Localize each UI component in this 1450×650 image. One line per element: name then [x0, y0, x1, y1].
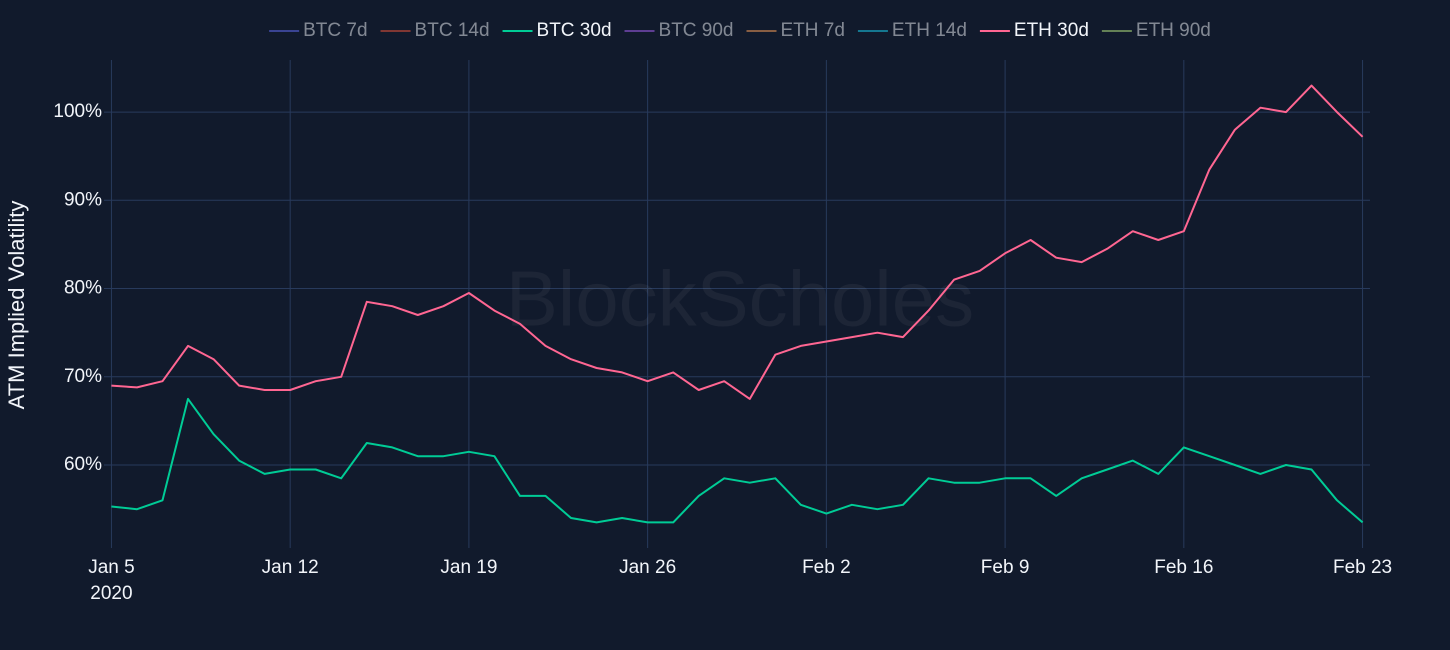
y-tick-label: 70%	[64, 366, 102, 387]
legend-item[interactable]: BTC 7d	[269, 20, 368, 41]
x-tick-label: Feb 2	[802, 557, 851, 578]
series-line	[111, 84, 1364, 400]
legend-item[interactable]: ETH 90d	[1101, 20, 1211, 41]
legend-label: ETH 7d	[781, 20, 845, 41]
legend-label: BTC 30d	[537, 20, 612, 41]
x-tick-label: Jan 12	[262, 557, 319, 578]
x-tick-label: Feb 16	[1154, 557, 1213, 578]
legend-item[interactable]: BTC 14d	[380, 20, 490, 41]
legend-item[interactable]: ETH 7d	[746, 20, 845, 41]
y-tick-label: 60%	[64, 454, 102, 475]
legend-label: BTC 7d	[303, 20, 367, 41]
legend-label: BTC 14d	[415, 20, 490, 41]
y-tick-label: 90%	[64, 189, 102, 210]
series-line	[111, 397, 1364, 524]
x-tick-label: Feb 9	[981, 557, 1030, 578]
x-tick-label: Feb 23	[1333, 557, 1392, 578]
legend-label: ETH 30d	[1014, 20, 1089, 41]
legend-label: BTC 90d	[659, 20, 734, 41]
x-tick-label: Jan 19	[440, 557, 497, 578]
x-tick-label: Jan 26	[619, 557, 676, 578]
legend-label: ETH 14d	[892, 20, 967, 41]
legend-item[interactable]: BTC 90d	[624, 20, 734, 41]
y-tick-label: 100%	[53, 101, 102, 122]
legend-item[interactable]: BTC 30d	[502, 20, 612, 41]
y-tick-label: 80%	[64, 278, 102, 299]
legend-item[interactable]: ETH 30d	[979, 20, 1089, 41]
watermark: BlockScholes	[506, 255, 974, 343]
legend: BTC 7d BTC 14d BTC 30d BTC 90d ETH 7d ETH 14d…	[269, 20, 1211, 41]
legend-item[interactable]: ETH 14d	[857, 20, 967, 41]
y-axis-title: ATM Implied Volatility	[4, 201, 29, 410]
x-tick-label: Jan 5 2020	[88, 557, 134, 604]
legend-label: ETH 90d	[1136, 20, 1211, 41]
